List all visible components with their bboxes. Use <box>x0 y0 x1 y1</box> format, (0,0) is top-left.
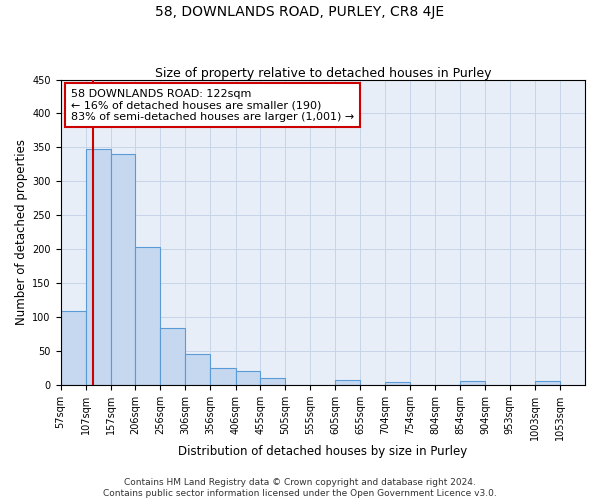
Bar <box>460 381 485 385</box>
Text: 58 DOWNLANDS ROAD: 122sqm
← 16% of detached houses are smaller (190)
83% of semi: 58 DOWNLANDS ROAD: 122sqm ← 16% of detac… <box>71 88 354 122</box>
Bar <box>135 248 160 385</box>
Y-axis label: Number of detached properties: Number of detached properties <box>15 140 28 326</box>
Text: Contains HM Land Registry data © Crown copyright and database right 2024.
Contai: Contains HM Land Registry data © Crown c… <box>103 478 497 498</box>
Title: Size of property relative to detached houses in Purley: Size of property relative to detached ho… <box>155 66 491 80</box>
X-axis label: Distribution of detached houses by size in Purley: Distribution of detached houses by size … <box>178 444 467 458</box>
Bar <box>385 382 410 385</box>
Bar <box>236 371 260 385</box>
Bar <box>535 381 560 385</box>
Bar <box>110 154 135 385</box>
Bar <box>260 378 285 385</box>
Bar <box>185 354 211 385</box>
Bar <box>160 328 185 385</box>
Bar <box>86 149 110 385</box>
Bar <box>211 368 236 385</box>
Text: 58, DOWNLANDS ROAD, PURLEY, CR8 4JE: 58, DOWNLANDS ROAD, PURLEY, CR8 4JE <box>155 5 445 19</box>
Bar <box>335 380 361 385</box>
Bar <box>61 310 86 385</box>
